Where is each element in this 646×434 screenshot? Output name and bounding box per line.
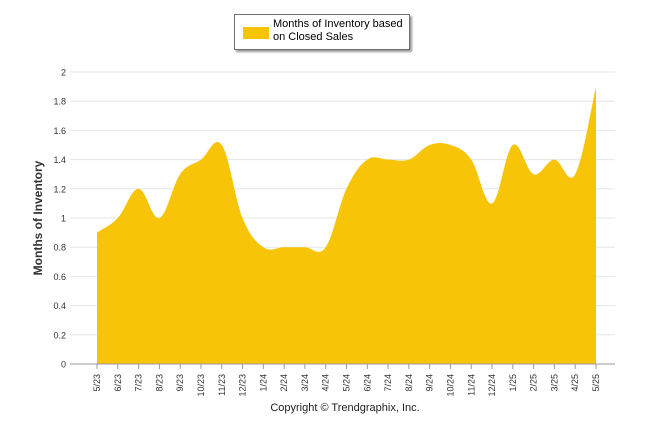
x-tick-label: 2/24 bbox=[279, 374, 289, 392]
copyright-text: Copyright © Trendgraphix, Inc. bbox=[270, 402, 420, 414]
y-tick-label: 0 bbox=[61, 360, 66, 370]
x-tick-label: 1/24 bbox=[258, 374, 268, 392]
x-tick-label: 11/23 bbox=[217, 374, 227, 396]
x-tick-label: 9/24 bbox=[425, 374, 435, 392]
x-axis-ticks: 5/23 6/23 7/23 8/23 9/23 10/23 11/23 12/23 1/24 2… bbox=[92, 364, 601, 397]
y-axis-label: Months of Inventory bbox=[31, 160, 45, 275]
x-tick-label: 1/25 bbox=[508, 374, 518, 392]
x-tick-label: 12/23 bbox=[238, 374, 248, 397]
x-tick-label: 5/23 bbox=[92, 374, 102, 392]
y-tick-label: 0.8 bbox=[53, 243, 66, 253]
x-tick-label: 6/24 bbox=[362, 374, 372, 392]
y-tick-label: 1.8 bbox=[53, 97, 66, 107]
y-tick-label: 2 bbox=[61, 68, 66, 78]
y-tick-label: 1.4 bbox=[53, 155, 66, 165]
y-tick-label: 0.6 bbox=[53, 272, 66, 282]
x-tick-label: 2/25 bbox=[529, 374, 539, 392]
x-tick-label: 8/23 bbox=[154, 374, 164, 392]
x-tick-label: 8/24 bbox=[404, 374, 414, 392]
y-tick-label: 1.6 bbox=[53, 126, 66, 136]
x-tick-label: 11/24 bbox=[466, 374, 476, 396]
legend-swatch bbox=[243, 27, 269, 39]
legend: Months of Inventory based on Closed Sale… bbox=[234, 14, 410, 50]
legend-label: Months of Inventory based on Closed Sale… bbox=[273, 18, 403, 43]
y-tick-label: 1.2 bbox=[53, 184, 66, 194]
y-tick-label: 0.4 bbox=[53, 301, 66, 311]
x-tick-label: 7/24 bbox=[383, 374, 393, 392]
x-tick-label: 3/24 bbox=[300, 374, 310, 392]
x-tick-label: 4/25 bbox=[570, 374, 580, 392]
x-tick-label: 7/23 bbox=[134, 374, 144, 392]
x-tick-label: 10/24 bbox=[445, 374, 455, 397]
x-tick-label: 9/23 bbox=[175, 374, 185, 392]
x-tick-label: 6/23 bbox=[113, 374, 123, 392]
x-tick-label: 5/24 bbox=[342, 374, 352, 392]
x-tick-label: 12/24 bbox=[487, 374, 497, 397]
y-tick-label: 0.2 bbox=[53, 330, 66, 340]
y-axis-ticks: 0 0.2 0.4 0.6 0.8 1 1.2 1.4 1.6 1.8 2 bbox=[53, 68, 66, 370]
x-tick-label: 3/25 bbox=[549, 374, 559, 392]
x-tick-label: 5/25 bbox=[591, 374, 601, 392]
x-tick-label: 10/23 bbox=[196, 374, 206, 397]
area-series bbox=[97, 86, 596, 364]
y-tick-label: 1 bbox=[61, 214, 66, 224]
x-tick-label: 4/24 bbox=[321, 374, 331, 392]
